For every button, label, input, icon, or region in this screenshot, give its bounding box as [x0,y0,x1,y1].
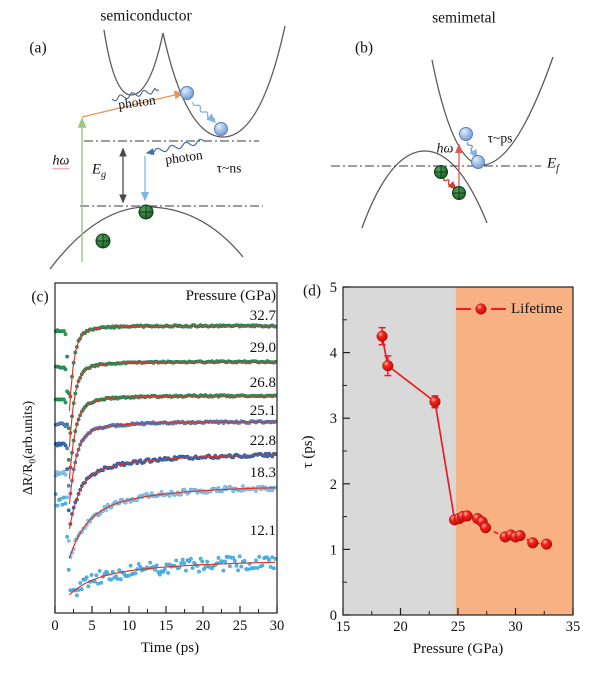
panel-d-label: (d) [302,282,322,300]
panel-c-header: Pressure (GPa) [185,287,276,304]
d-y-ticklabel-5: 5 [330,280,337,296]
c-x-ticklabel-10: 10 [122,618,137,634]
c-x-ticklabel-20: 20 [196,618,211,634]
d-point-27.4 [480,522,492,534]
d-x-ticklabel-30: 30 [508,619,523,635]
panel-b-label: (b) [354,39,374,57]
c-x-ticklabel-30: 30 [270,618,285,634]
d-region-1 [455,287,573,615]
c-x-ticklabel-0: 0 [51,618,58,634]
c-fit-line-25.1 [68,421,276,505]
hole-1 [434,165,448,179]
c-pressure-label-26.8: 26.8 [250,375,276,391]
panel-d-y-axis-title: τ (ps) [299,435,316,469]
legend-lifetime-label: Lifetime [511,300,563,317]
electron-1 [459,127,473,141]
c-fit-line-18.3 [68,487,276,559]
d-point-30.4 [514,530,526,542]
c-plot-border [54,282,278,614]
panel-a-diagram [49,25,286,270]
d-point-23 [429,396,441,408]
d-point-18.4 [376,330,388,342]
hole-1 [138,204,154,220]
d-y-ticklabel-1: 1 [330,542,337,558]
fermi-level-label: Ef [546,155,560,175]
tau-ps-label: τ~ps [487,130,513,146]
panel-b-diagram [331,56,554,229]
d-region-0 [343,287,456,615]
c-pressure-label-18.3: 18.3 [250,465,276,481]
c-x-ticklabel-25: 25 [233,618,248,634]
conduction-band-right-valley [162,25,286,138]
d-point-31.5 [527,537,539,549]
panel-b-title: semimetal [432,9,496,27]
d-point-32.7 [541,538,553,550]
d-x-ticklabel-20: 20 [393,619,408,635]
d-x-ticklabel-35: 35 [566,619,581,635]
c-pressure-label-29.0: 29.0 [250,340,276,356]
c-scatter-22.8 [53,441,278,526]
photon1-wavy-line [111,87,160,102]
tau-ns-label: τ~ns [216,160,242,176]
c-x-ticklabel-5: 5 [88,618,95,634]
d-x-ticklabel-25: 25 [451,619,466,635]
panel-c-x-axis-title: Time (ps) [140,639,200,656]
c-x-ticklabel-15: 15 [159,618,174,634]
c-fit-line-22.8 [68,454,276,529]
c-fit-line-12.1 [69,561,276,596]
d-y-ticklabel-2: 2 [330,477,337,493]
conduction-band-left-valley [103,29,164,96]
panel-c-y-axis-title: ΔR/R0(arb.units) [20,400,39,496]
electron-relax-wavy-arrow [466,141,478,160]
c-pressure-label-32.7: 32.7 [250,308,277,324]
panel-d-x-axis-title: Pressure (GPa) [412,640,504,657]
hole-2 [95,233,111,249]
panel-d-chart: 15 20 25 30 35 0 1 2 3 4 5 [330,280,581,635]
electron-1 [180,86,194,100]
c-pressure-label-12.1: 12.1 [250,523,276,539]
homega-b-label: hω [436,141,454,157]
photon-absorption-line-orange [81,90,185,118]
d-y-ticklabel-0: 0 [330,608,337,624]
panel-c-chart: 32.7 29.0 26.8 25.1 22.8 18.3 12.1 0 5 10 15 20 25 30 [51,282,285,634]
c-fit-line-32.7 [68,325,276,412]
d-point-25.8 [461,510,473,522]
electron-2 [214,122,228,136]
electron-2 [471,155,485,169]
panel-c-label: (c) [31,288,49,306]
eg-label: Eg [91,161,107,181]
d-plot-border [342,286,574,616]
c-scatter-12.1 [53,492,278,598]
panel-a-title: semiconductor [100,7,192,25]
hole-relax-wavy-arrow [443,177,458,191]
c-pressure-label-25.1: 25.1 [250,403,276,419]
d-point-18.9 [382,360,394,372]
homega-a-label: hω [52,153,70,170]
c-fit-line-29.0 [68,361,276,448]
d-y-ticklabel-3: 3 [330,411,337,427]
c-fit-line-26.8 [68,395,276,480]
panel-a-label: (a) [29,39,47,57]
electron-relax-wavy-arrow [192,102,217,124]
d-legend-marker [456,303,506,315]
d-y-ticklabel-4: 4 [330,346,338,362]
c-scatter-18.3 [53,469,278,559]
c-pressure-label-22.8: 22.8 [250,433,276,449]
photon2-wavy-arrow [145,138,205,156]
hole-2 [452,186,466,200]
valence-band [361,150,488,229]
d-x-ticklabel-15: 15 [336,619,351,635]
